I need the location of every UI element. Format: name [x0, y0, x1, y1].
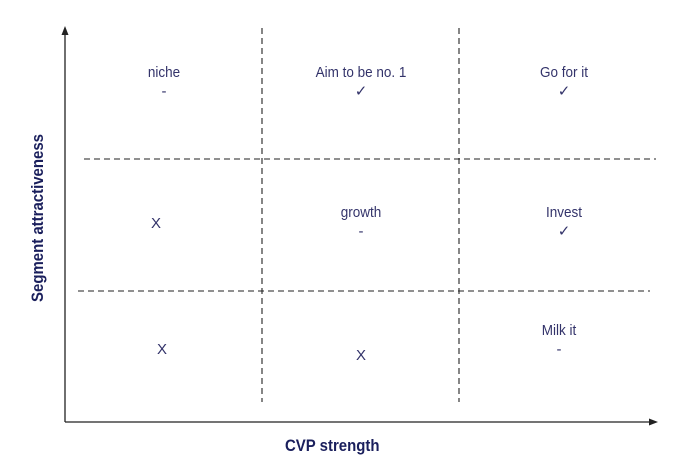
checkmark-icon: ✓ — [557, 82, 571, 100]
cell-niche: niche - — [84, 64, 244, 102]
cell-growth: growth - — [281, 204, 441, 242]
checkmark-icon: ✓ — [557, 222, 571, 240]
cell-label: niche — [147, 64, 181, 81]
checkmark-icon: ✓ — [354, 82, 368, 100]
cell-aim-to-be-no-1: Aim to be no. 1 ✓ — [281, 64, 441, 102]
dash-mark: - — [161, 82, 167, 100]
cell-label: Milk it — [541, 322, 577, 339]
x-mark-icon: X — [355, 347, 366, 364]
dash-mark: - — [556, 340, 562, 358]
x-mark-icon: X — [156, 341, 167, 358]
cell-middle-left: X — [76, 215, 236, 234]
cell-milk-it: Milk it - — [479, 322, 639, 360]
x-axis-title: CVP strength — [285, 436, 380, 455]
x-mark-icon: X — [150, 215, 161, 232]
cell-label: Go for it — [539, 64, 589, 81]
cell-label: Aim to be no. 1 — [315, 64, 407, 81]
cell-bottom-left: X — [82, 341, 242, 360]
cell-bottom-middle: X — [281, 347, 441, 366]
x-axis-arrow-icon — [649, 418, 658, 426]
dash-mark: - — [358, 222, 364, 240]
y-axis-arrow-icon — [61, 26, 69, 35]
cell-go-for-it: Go for it ✓ — [484, 64, 644, 102]
cell-invest: Invest ✓ — [484, 204, 644, 242]
cell-label: growth — [340, 204, 382, 221]
y-axis-title: Segment attractiveness — [28, 134, 47, 302]
cell-label: Invest — [545, 204, 583, 221]
